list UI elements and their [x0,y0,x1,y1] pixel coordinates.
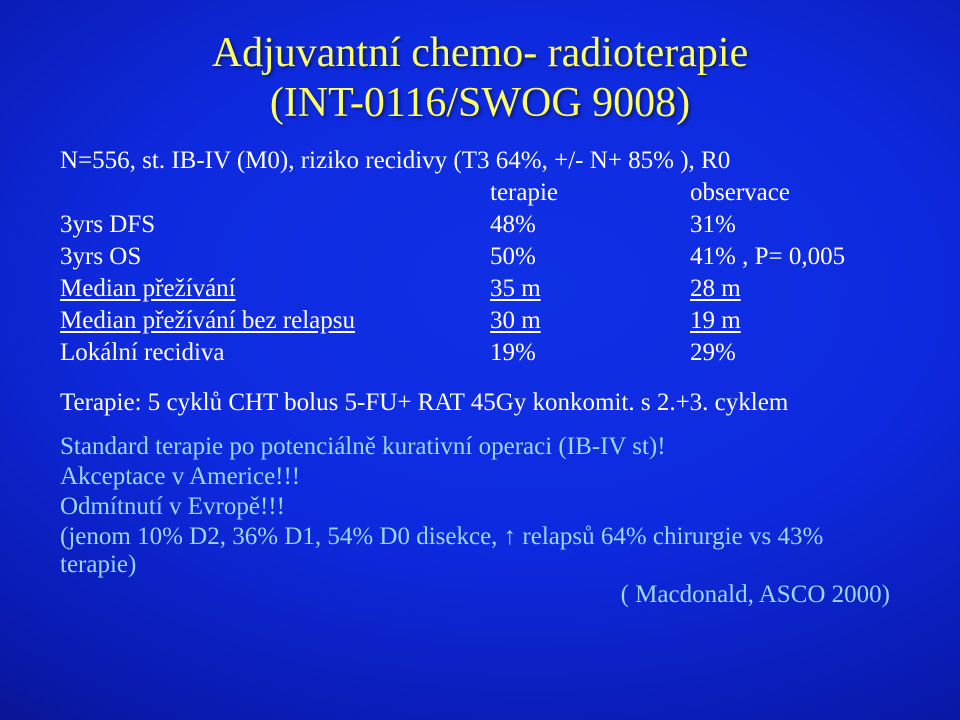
table-row-underlined: Median přežívání 35 m 28 m [60,275,900,303]
slide: Adjuvantní chemo- radioterapie (INT-0116… [0,0,960,720]
row-label: Lokální recidiva [60,339,490,367]
table-row-underlined: Median přežívání bez relapsu 30 m 19 m [60,307,900,335]
row-val-2: 29% [690,339,890,367]
table-row: 3yrs DFS 48% 31% [60,211,900,239]
column-headers: terapie observace [60,179,900,207]
table-row: 3yrs OS 50% 41% , P= 0,005 [60,243,900,271]
title-line-1: Adjuvantní chemo- radioterapie [212,30,748,76]
spacer [60,419,900,433]
row-val-1: 19% [490,339,690,367]
slide-title: Adjuvantní chemo- radioterapie (INT-0116… [60,28,900,129]
row-val-1: 35 m [490,275,690,303]
col-head-therapy: terapie [490,179,690,207]
row-val-1: 48% [490,211,690,239]
row-val-1: 30 m [490,307,690,335]
row-label: 3yrs OS [60,243,490,271]
citation: ( Macdonald, ASCO 2000) [60,581,900,609]
row-label: 3yrs DFS [60,211,490,239]
row-val-2: 31% [690,211,890,239]
therapy-line: Terapie: 5 cyklů CHT bolus 5-FU+ RAT 45G… [60,389,900,417]
intro-line: N=556, st. IB-IV (M0), riziko recidivy (… [60,147,900,175]
conclusion-line-4: (jenom 10% D2, 36% D1, 54% D0 disekce, ↑… [60,523,900,579]
title-line-2: (INT-0116/SWOG 9008) [270,80,690,126]
row-label: Median přežívání [60,275,490,303]
row-val-1: 50% [490,243,690,271]
row-label: Median přežívání bez relapsu [60,307,490,335]
table-row: Lokální recidiva 19% 29% [60,339,900,367]
conclusion-line-3: Odmítnutí v Evropě!!! [60,493,900,521]
conclusion-line-2: Akceptace v Americe!!! [60,463,900,491]
conclusion-line-1: Standard terapie po potenciálně kurativn… [60,433,900,461]
row-val-2: 19 m [690,307,890,335]
spacer [60,371,900,389]
row-val-2: 41% , P= 0,005 [690,243,890,271]
col-head-observation: observace [690,179,890,207]
row-val-2: 28 m [690,275,890,303]
col-head-empty [60,179,490,207]
